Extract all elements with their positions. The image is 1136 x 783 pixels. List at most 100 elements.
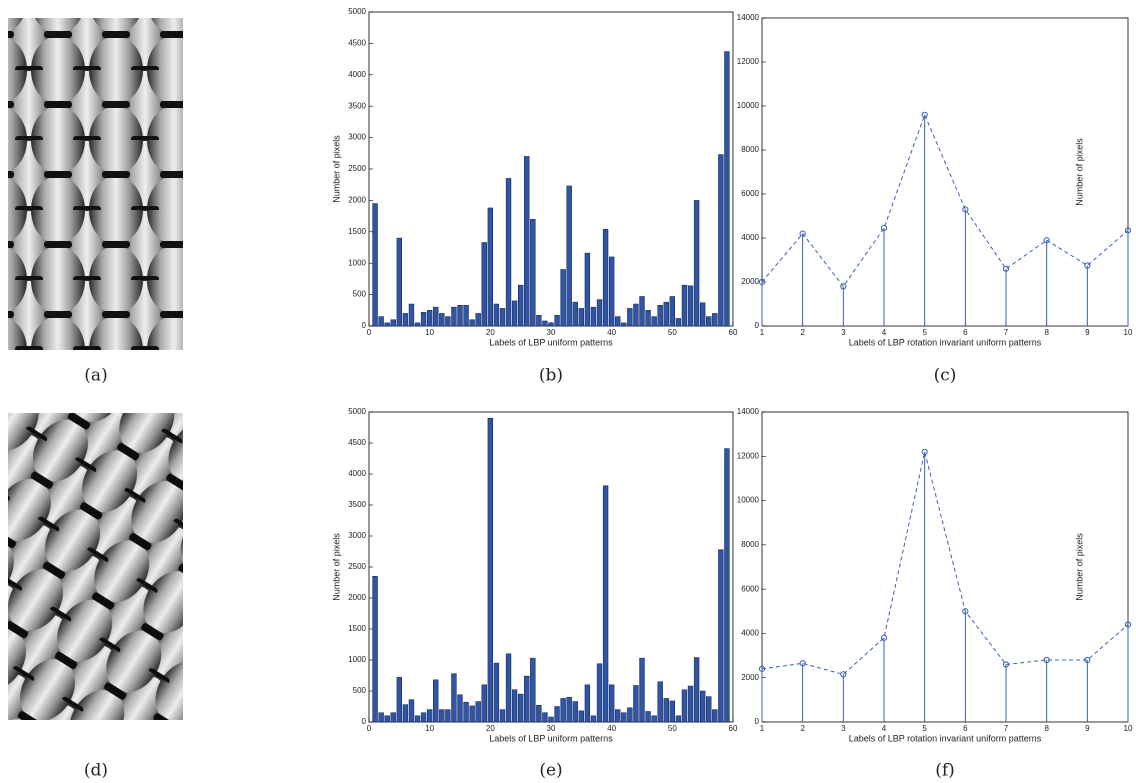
bar [651, 715, 657, 723]
y-tick-label: 12000 [737, 57, 760, 66]
bar [590, 306, 597, 327]
bar [693, 200, 700, 327]
bar [602, 485, 609, 723]
stem-marker [1124, 227, 1132, 234]
bar [590, 715, 597, 723]
bar [499, 709, 506, 723]
x-tick-label: 2 [800, 724, 805, 733]
bar [475, 313, 481, 327]
bar [663, 301, 669, 327]
x-tick-label: 40 [607, 328, 616, 337]
stem-marker [1084, 262, 1091, 269]
stem-marker [799, 660, 806, 667]
bar [457, 305, 463, 327]
x-tick-label: 7 [1004, 724, 1009, 733]
caption: (e) [539, 761, 562, 781]
bar [608, 256, 615, 327]
fabric-image [8, 413, 183, 720]
y-tick-label: 6000 [741, 189, 759, 198]
bar [627, 707, 633, 723]
x-tick-label: 50 [668, 328, 677, 337]
bar [718, 154, 724, 327]
bar [414, 715, 421, 723]
bar [408, 303, 415, 327]
plot-area [761, 17, 1129, 327]
y-tick-label: 3500 [348, 101, 366, 110]
x-tick-label: 0 [367, 724, 372, 733]
caption: (f) [935, 761, 955, 781]
x-tick-label: 60 [729, 328, 738, 337]
bar [681, 689, 688, 723]
stem-marker [880, 634, 888, 641]
bar [372, 576, 378, 723]
bar [402, 313, 409, 327]
bar [669, 296, 676, 327]
bar [596, 299, 603, 327]
bar [420, 311, 427, 327]
bar [445, 709, 451, 723]
bar [675, 318, 682, 327]
bar [493, 303, 500, 327]
bar [584, 684, 591, 723]
x-tick-label: 30 [547, 328, 556, 337]
bar [621, 712, 627, 723]
bar [517, 693, 524, 723]
x-tick-label: 3 [841, 724, 846, 733]
bar [687, 285, 694, 327]
stem-marker [840, 283, 847, 290]
stem-marker [1002, 265, 1010, 272]
x-tick-label: 3 [841, 328, 846, 337]
bar [706, 316, 712, 327]
y-tick-label: 2000 [741, 277, 759, 286]
x-tick-label: 9 [1085, 724, 1090, 733]
stem-marker [758, 278, 766, 286]
x-tick-label: 60 [729, 724, 738, 733]
bar [433, 306, 439, 327]
y-tick-label: 12000 [737, 451, 760, 460]
bar [633, 303, 639, 327]
caption: (c) [934, 366, 957, 386]
bar [493, 662, 500, 723]
bar [639, 296, 645, 327]
y-tick-label: 4500 [348, 39, 366, 48]
y-tick-label: 8000 [741, 145, 759, 154]
bar [584, 252, 591, 327]
bar [433, 679, 439, 723]
y-tick-label: 8000 [741, 540, 759, 549]
bar [657, 681, 663, 723]
bar [687, 685, 694, 723]
bar [426, 709, 433, 723]
bar [384, 715, 390, 723]
bar [669, 700, 676, 723]
stem-marker [758, 665, 766, 672]
bar [633, 685, 639, 723]
bar [627, 308, 633, 327]
bar [457, 694, 463, 723]
bar [396, 237, 403, 327]
y-tick-label: 2500 [348, 164, 366, 173]
y-tick-label: 6000 [741, 584, 759, 593]
bar [560, 698, 566, 723]
x-tick-label: 8 [1044, 328, 1049, 337]
bar [548, 322, 554, 327]
y-tick-label: 5000 [348, 7, 366, 16]
x-tick-label: 6 [963, 328, 968, 337]
y-tick-label: 1000 [348, 655, 366, 664]
x-tick-label: 50 [668, 724, 677, 733]
bar [645, 711, 651, 723]
stem-marker [1084, 656, 1091, 664]
y-tick-label: 4000 [348, 70, 366, 79]
plot-area [368, 11, 734, 327]
bar [615, 709, 621, 723]
stem-marker [921, 111, 928, 118]
bar [451, 673, 457, 723]
y-tick-label: 4500 [348, 438, 366, 447]
bar [560, 269, 566, 327]
y-axis-label: Number of pixels [331, 135, 341, 203]
y-tick-label: 500 [353, 686, 367, 695]
bar [602, 229, 609, 327]
bar [548, 716, 554, 723]
x-tick-label: 0 [367, 328, 372, 337]
stem-marker [1043, 656, 1050, 664]
stem-marker [1002, 661, 1010, 668]
